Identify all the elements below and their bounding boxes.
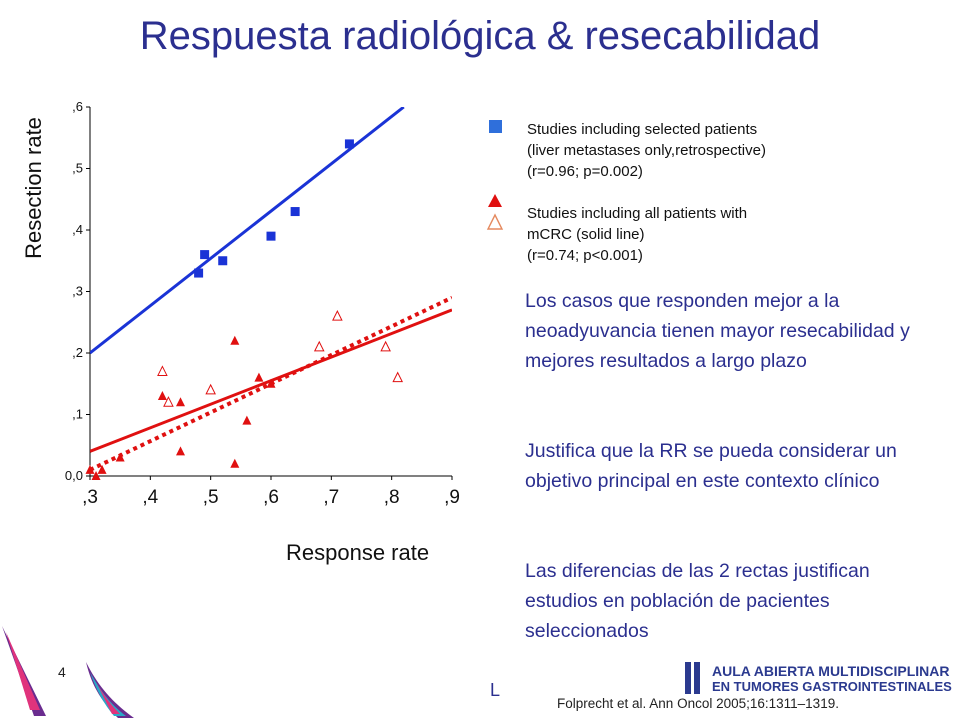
data-point-triangle-filled	[85, 464, 95, 474]
corner-logo-icon	[2, 626, 134, 718]
data-point-triangle-open	[205, 383, 216, 395]
data-point-square	[266, 231, 276, 241]
paragraph-response: Los casos que responden mejor a la neoad…	[525, 290, 910, 372]
data-point-triangle-open	[163, 396, 174, 407]
y-tick-label: ,2	[72, 345, 83, 360]
data-point-triangle-filled	[230, 458, 240, 468]
x-tick-label: ,9	[444, 487, 460, 508]
x-tick-label: ,5	[203, 487, 219, 508]
legend-line: (liver metastases only,retrospective)	[527, 142, 766, 159]
y-tick-label: ,3	[72, 284, 83, 299]
legend-entry-selected: Studies including selected patients (liv…	[527, 119, 766, 182]
data-point-square	[290, 207, 300, 217]
x-axis-label: Response rate	[286, 540, 430, 565]
legend-line: Studies including selected patients	[527, 121, 758, 138]
legend-blue-square-icon	[489, 120, 502, 133]
citation: Folprecht et al. Ann Oncol 2005;16:1311–…	[557, 696, 839, 711]
y-tick-label: ,4	[72, 222, 83, 237]
x-tick-label: ,7	[323, 487, 339, 508]
data-point-triangle-open	[332, 309, 343, 321]
data-point-square	[194, 268, 204, 278]
stray-character: L	[490, 680, 501, 700]
legend-filled-triangle-icon	[488, 194, 502, 207]
data-point-triangle-open	[392, 371, 404, 383]
data-point-triangle-open	[157, 365, 168, 376]
y-axis-label: Resection rate	[21, 117, 46, 259]
legend-open-triangle-icon	[486, 213, 504, 230]
slide-number: 4	[58, 664, 66, 680]
y-tick-label: ,5	[72, 161, 83, 176]
slide-title: Respuesta radiológica & resecabilidad	[139, 14, 821, 58]
legend-entry-all: Studies including all patients with mCRC…	[527, 203, 747, 266]
data-point-triangle-filled	[91, 471, 101, 480]
legend-line: (r=0.74; p<0.001)	[527, 247, 643, 264]
organization-logo: AULA ABIERTA MULTIDISCIPLINAR EN TUMORES…	[684, 660, 952, 696]
paragraph-justification: Justifica que la RR se pueda considerar …	[525, 440, 897, 492]
legend-line: Studies including all patients with	[527, 205, 748, 222]
x-tick-label: ,8	[384, 487, 400, 508]
paragraph-differences: Las diferencias de las 2 rectas justific…	[525, 560, 870, 642]
x-tick-label: ,6	[263, 487, 279, 508]
data-point-triangle-filled	[176, 446, 185, 456]
data-point-triangle-filled	[115, 452, 125, 462]
data-point-square	[200, 250, 210, 260]
data-point-triangle-filled	[157, 391, 167, 401]
data-point-square	[218, 256, 228, 266]
regression-line-0	[90, 107, 405, 355]
y-tick-label: ,6	[72, 99, 83, 114]
logo-line-1: AULA ABIERTA MULTIDISCIPLINAR	[712, 662, 950, 679]
data-point-triangle-open	[380, 340, 391, 352]
x-tick-label: ,4	[142, 487, 158, 508]
y-tick-label: 0,0	[65, 468, 83, 483]
logo-line-2: EN TUMORES GASTROINTESTINALES	[712, 678, 952, 694]
data-point-triangle-filled	[266, 378, 276, 388]
y-tick-label: ,1	[72, 407, 83, 422]
data-point-square	[344, 139, 354, 149]
data-point-triangle-filled	[254, 372, 264, 382]
legend-line: (r=0.96; p=0.002)	[527, 163, 643, 180]
data-point-triangle-filled	[97, 464, 107, 474]
logo-bars-icon	[685, 662, 700, 694]
data-point-triangle-filled	[242, 415, 252, 425]
data-point-triangle-filled	[230, 335, 240, 345]
x-tick-label: ,3	[82, 487, 98, 508]
data-point-triangle-open	[313, 340, 325, 352]
legend-line: mCRC (solid line)	[527, 226, 645, 243]
legend-markers	[486, 120, 504, 230]
data-point-triangle-filled	[176, 397, 185, 407]
